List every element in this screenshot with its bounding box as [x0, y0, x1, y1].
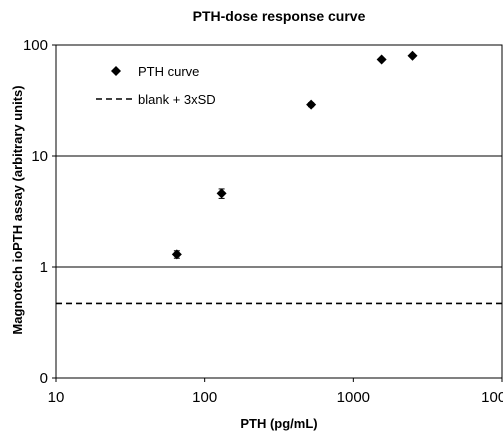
x-tick-label: 100	[192, 389, 217, 406]
x-tick-label: 1000	[337, 389, 370, 406]
x-tick-label: 10	[48, 389, 65, 406]
legend-marker-pth-curve	[111, 66, 121, 76]
data-point	[171, 249, 182, 260]
gridlines	[56, 155, 502, 268]
diamond-marker	[376, 54, 387, 65]
plot-frame	[55, 44, 503, 379]
y-tick-label: 1	[40, 259, 48, 276]
diamond-marker	[216, 188, 227, 199]
diamond-marker	[407, 50, 418, 61]
legend-label-pth-curve: PTH curve	[138, 64, 199, 79]
data-point	[407, 50, 418, 61]
chart-title: PTH-dose response curve	[193, 8, 366, 24]
data-point	[376, 54, 387, 65]
y-axis-title: Magnotech ioPTH assay (arbitrary units)	[10, 85, 25, 334]
diamond-marker	[306, 99, 317, 110]
legend-label-blank: blank + 3xSD	[138, 92, 216, 107]
data-points-layer	[171, 50, 418, 260]
y-tick-label: 100	[23, 37, 48, 54]
x-tick-label: 10000	[481, 389, 503, 406]
y-tick-label: 10	[31, 148, 48, 165]
x-axis-title: PTH (pg/mL)	[240, 416, 317, 431]
diamond-marker	[171, 249, 182, 260]
y-tick-label: 0	[40, 370, 48, 387]
data-point	[216, 188, 227, 199]
data-point	[306, 99, 317, 110]
axis-ticks: 0 1 10 100 10 100 1000 10000	[23, 37, 503, 406]
legend: PTH curve blank + 3xSD	[96, 64, 216, 107]
